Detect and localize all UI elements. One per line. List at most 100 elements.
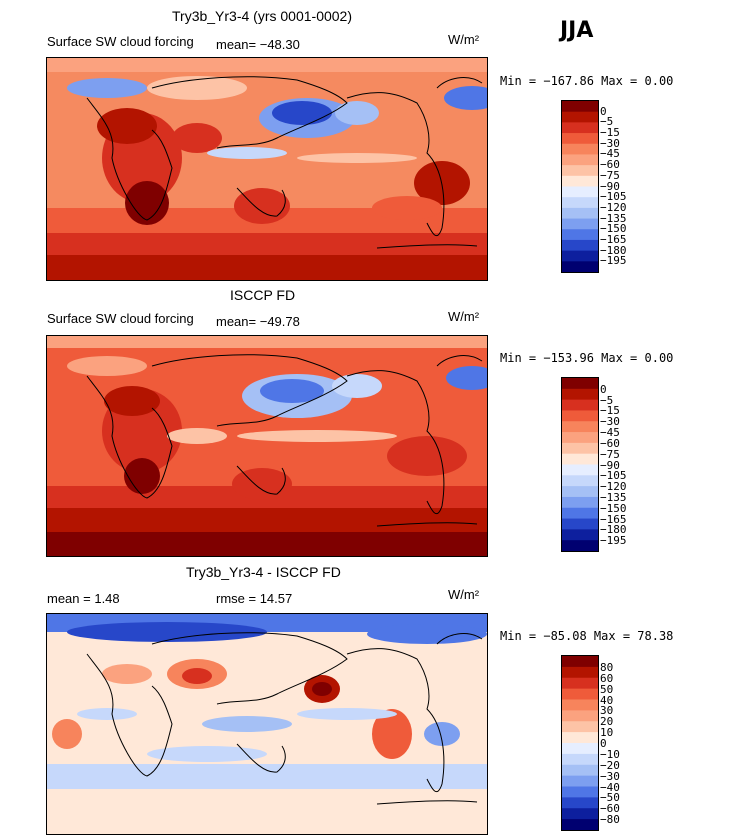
colorbar-tick-label: 20 [600, 715, 614, 729]
colorbar-tick-label: −75 [600, 168, 620, 182]
colorbar-swatch [562, 399, 598, 411]
panel-2-field [47, 336, 487, 556]
panel-3-map [46, 613, 488, 835]
panel-2-map [46, 335, 488, 557]
panel-1-colorbar-swatches [562, 101, 598, 273]
colorbar-tick-label: −135 [600, 490, 627, 504]
colorbar-swatch [562, 442, 598, 455]
colorbar-tick-label: −45 [600, 426, 620, 440]
colorbar-swatch [562, 743, 598, 755]
colorbar-tick-label: −165 [600, 232, 627, 246]
colorbar-tick-label: 0 [600, 104, 607, 118]
colorbar-swatch [562, 540, 598, 552]
panel-3-field [47, 614, 487, 834]
colorbar-tick-label: −75 [600, 447, 620, 461]
colorbar-tick-label: −30 [600, 769, 620, 783]
colorbar-swatch [562, 518, 598, 530]
colorbar-swatch [562, 753, 598, 766]
colorbar-swatch [562, 250, 598, 262]
colorbar-tick-label: −150 [600, 501, 627, 515]
colorbar-tick-label: −120 [600, 480, 627, 494]
colorbar-tick-label: −45 [600, 147, 620, 161]
colorbar-tick-label: −120 [600, 200, 627, 214]
colorbar-tick-label: −105 [600, 190, 627, 204]
colorbar-tick-label: −10 [600, 747, 620, 761]
colorbar-tick-label: 0 [600, 737, 607, 750]
colorbar-tick-label: −180 [600, 243, 627, 257]
colorbar-tick-label: −15 [600, 126, 620, 140]
colorbar-tick-label: −30 [600, 415, 620, 429]
panel-1-title: Try3b_Yr3-4 (yrs 0001-0002) [172, 8, 353, 24]
colorbar-swatch [562, 111, 598, 123]
panel-3-units: W/m² [448, 587, 480, 602]
colorbar-tick-label: 0 [600, 382, 607, 396]
colorbar-swatch [562, 464, 598, 476]
colorbar-tick-label: 80 [600, 660, 614, 674]
colorbar-tick-label: 50 [600, 682, 614, 696]
panel-1-minmax: Min = −167.86 Max = 0.00 [500, 74, 674, 88]
panel-3-colorbar-swatches [562, 656, 598, 831]
colorbar-swatch [562, 677, 598, 690]
colorbar-swatch [562, 786, 598, 798]
colorbar-tick-label: −165 [600, 512, 627, 526]
season-label: JJA [560, 18, 594, 43]
colorbar-swatch [562, 261, 598, 273]
colorbar-swatch [562, 808, 598, 820]
colorbar-swatch [562, 197, 598, 209]
colorbar-swatch [562, 239, 598, 252]
colorbar-tick-label: −50 [600, 791, 620, 805]
colorbar-swatch [562, 475, 598, 487]
colorbar-tick-label: −5 [600, 115, 614, 129]
colorbar-swatch [562, 688, 598, 701]
colorbar-tick-label: 10 [600, 726, 614, 740]
colorbar-tick-label: −195 [600, 254, 627, 268]
colorbar-tick-label: −90 [600, 179, 620, 193]
colorbar-swatch [562, 218, 598, 230]
colorbar-swatch [562, 410, 598, 422]
colorbar-tick-label: −60 [600, 802, 620, 816]
colorbar-swatch [562, 775, 598, 788]
colorbar-swatch [562, 154, 598, 166]
colorbar-swatch [562, 797, 598, 809]
colorbar-swatch [562, 133, 598, 145]
colorbar-tick-label: 60 [600, 671, 614, 685]
colorbar-swatch [562, 101, 598, 113]
colorbar-swatch [562, 819, 598, 831]
panel-2-mean: mean= −49.78 [216, 314, 300, 329]
colorbar-swatch [562, 421, 598, 433]
colorbar-tick-label: −180 [600, 523, 627, 537]
colorbar-swatch [562, 175, 598, 187]
colorbar-swatch [562, 186, 598, 198]
colorbar-swatch [562, 496, 598, 509]
colorbar-swatch [562, 699, 598, 711]
colorbar-tick-label: 40 [600, 693, 614, 707]
colorbar-tick-label: −105 [600, 469, 627, 483]
colorbar-swatch [562, 666, 598, 679]
panel-3-title: Try3b_Yr3-4 - ISCCP FD [186, 564, 341, 580]
panel-1-units: W/m² [448, 32, 480, 47]
panel-3-colorbar [561, 655, 599, 831]
panel-2-colorbar [561, 377, 599, 552]
panel-2-colorbar-swatches [562, 378, 598, 552]
colorbar-tick-label: 30 [600, 704, 614, 718]
colorbar-tick-label: −20 [600, 758, 620, 772]
colorbar-swatch [562, 529, 598, 541]
colorbar-swatch [562, 656, 598, 668]
colorbar-swatch [562, 207, 598, 220]
panel-2-variable: Surface SW cloud forcing [47, 311, 194, 326]
colorbar-tick-label: −90 [600, 458, 620, 472]
colorbar-swatch [562, 378, 598, 390]
colorbar-tick-label: −60 [600, 158, 620, 172]
colorbar-tick-label: −80 [600, 813, 620, 827]
panel-1-mean: mean= −48.30 [216, 37, 300, 52]
colorbar-tick-label: −30 [600, 136, 620, 150]
colorbar-swatch [562, 165, 598, 177]
colorbar-swatch [562, 721, 598, 733]
colorbar-tick-label: −60 [600, 436, 620, 450]
colorbar-swatch [562, 710, 598, 722]
panel-1-map [46, 57, 488, 281]
colorbar-swatch [562, 453, 598, 465]
colorbar-tick-label: −195 [600, 534, 627, 548]
panel-3-minmax: Min = −85.08 Max = 78.38 [500, 629, 674, 643]
colorbar-swatch [562, 229, 598, 241]
